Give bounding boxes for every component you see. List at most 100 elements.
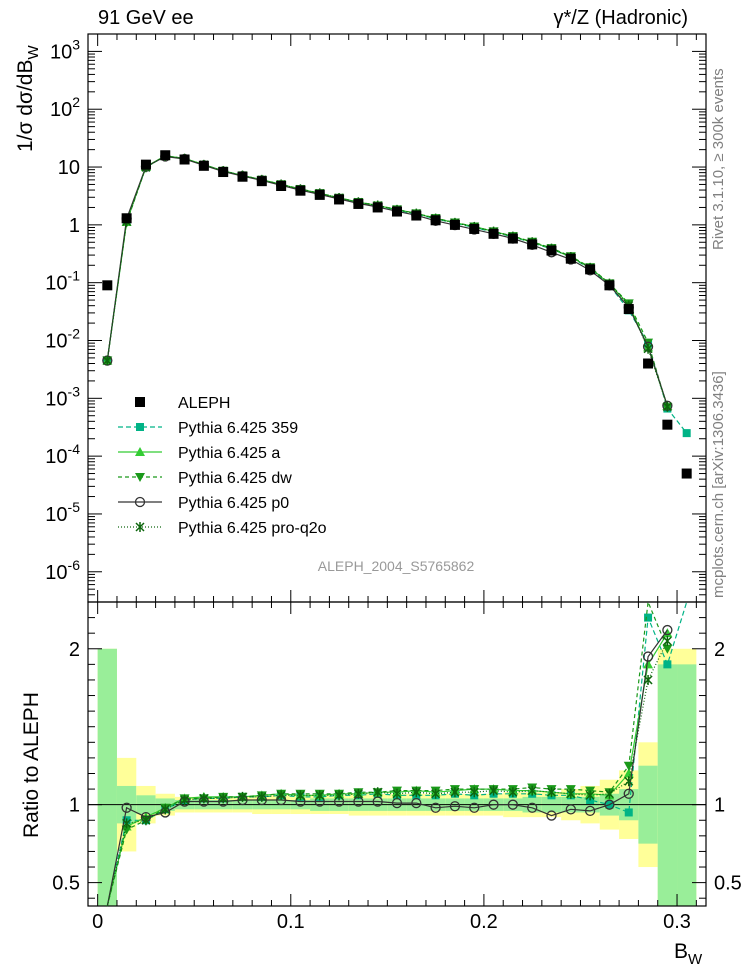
analysis-tag: ALEPH_2004_S5765862 — [318, 558, 475, 574]
ratio-point — [353, 788, 363, 799]
ratio-point — [218, 793, 228, 804]
legend-item: ALEPH — [135, 395, 230, 412]
data-point — [372, 202, 383, 213]
ratio-point — [450, 787, 460, 798]
legend-label: Pythia 6.425 359 — [178, 420, 298, 437]
legend-label: Pythia 6.425 p0 — [178, 495, 289, 512]
legend-item: Pythia 6.425 a — [118, 445, 280, 462]
ratio-point — [199, 793, 209, 804]
legend-marker — [136, 423, 144, 431]
series-point — [682, 429, 691, 438]
ratio-point — [430, 802, 441, 813]
legend-marker — [135, 473, 145, 482]
data-point — [140, 159, 151, 170]
ratio-point — [643, 674, 653, 685]
ratio-point — [624, 808, 633, 817]
legend-item: Pythia 6.425 pro-q2o — [118, 520, 327, 537]
data-point — [449, 219, 460, 230]
data-point — [681, 468, 692, 479]
ratio-frame — [87, 601, 707, 907]
data-point — [565, 253, 576, 264]
ratio-point — [662, 624, 673, 636]
ratio-point — [431, 788, 441, 799]
data-point — [662, 419, 673, 430]
ratio-point — [392, 788, 402, 799]
data-point — [507, 233, 518, 244]
y-axis-title-sub: W — [25, 45, 42, 60]
ratio-point — [295, 790, 305, 801]
y-tick-label: 10 — [58, 157, 80, 179]
ratio-tick-label: 0.5 — [52, 873, 80, 895]
legend: ALEPH Pythia 6.425 359 Pythia 6.425 a Pythi… — [118, 395, 327, 537]
series-point — [662, 401, 672, 412]
header-right: γ*/Z (Hadronic) — [554, 7, 688, 29]
series-line — [106, 155, 668, 408]
ratio-point — [411, 787, 421, 798]
ratio-tick-label: 1 — [69, 795, 80, 817]
y-tick-label-exponent: -6 — [68, 557, 81, 573]
ratio-point — [546, 787, 557, 798]
ratio-band-inner — [657, 664, 678, 906]
ratio-point — [469, 802, 480, 813]
legend-marker — [135, 447, 145, 456]
legend-item: Pythia 6.425 dw — [118, 470, 292, 487]
ratio-point — [122, 818, 132, 829]
legend-item: Pythia 6.425 p0 — [118, 495, 289, 512]
x-tick-label: 0.2 — [470, 911, 498, 933]
ratio-point — [527, 785, 537, 796]
x-tick-label: 0 — [92, 911, 103, 933]
y-tick-label-exponent: -3 — [68, 383, 81, 399]
x-axis-title-sub: W — [688, 951, 703, 968]
ratio-point — [121, 802, 132, 813]
ratio-point — [623, 788, 634, 799]
data-point — [102, 280, 113, 291]
ratio-point — [566, 788, 576, 799]
ratio-point — [507, 799, 519, 810]
data-point — [430, 215, 441, 226]
ratio-point — [604, 799, 615, 810]
ratio-point — [237, 791, 248, 802]
data-point — [121, 213, 132, 224]
data-point — [527, 239, 538, 250]
side-label-bottom: mcplots.cern.ch [arXiv:1306.3436] — [710, 371, 727, 598]
ratio-point — [508, 787, 518, 798]
data-point — [237, 171, 248, 182]
ratio-tick-label-right: 0.5 — [714, 873, 742, 895]
ratio-point — [546, 810, 557, 821]
ratio-point — [604, 788, 614, 799]
legend-marker — [134, 496, 146, 508]
ratio-tick-label-right: 2 — [714, 639, 725, 661]
data-point — [546, 245, 557, 256]
y-tick-label-exponent: -5 — [68, 499, 81, 515]
data-point — [623, 304, 634, 315]
ratio-point — [411, 797, 422, 809]
ratio-point — [276, 790, 286, 801]
ratio-point — [489, 785, 499, 796]
y-tick-label: 10-6 — [45, 557, 80, 584]
ratio-point — [662, 635, 672, 646]
x-tick-label: 0.3 — [663, 911, 691, 933]
y-tick-label-exponent: -1 — [68, 268, 81, 284]
data-point — [334, 194, 345, 205]
data-point — [295, 185, 306, 196]
x-tick-label: 0.1 — [277, 911, 305, 933]
series-point — [643, 343, 653, 354]
ratio-point — [584, 805, 596, 817]
legend-label: Pythia 6.425 pro-q2o — [178, 520, 327, 537]
data-point — [585, 264, 596, 275]
y-tick-label-exponent: 2 — [72, 94, 80, 110]
ratio-y-axis-title: Ratio to ALEPH — [20, 692, 43, 838]
legend-marker — [135, 522, 145, 532]
data-point — [488, 228, 499, 239]
y-tick-label: 1 — [69, 215, 80, 237]
ratio-point — [315, 790, 325, 801]
ratio-point — [527, 802, 538, 813]
ratio-point — [141, 815, 151, 826]
ratio-point — [373, 787, 383, 798]
ratio-point — [623, 761, 634, 771]
ratio-point — [624, 776, 634, 787]
ratio-point — [643, 659, 654, 669]
ratio-point — [642, 651, 654, 662]
y-tick-label-exponent: -4 — [68, 441, 81, 457]
